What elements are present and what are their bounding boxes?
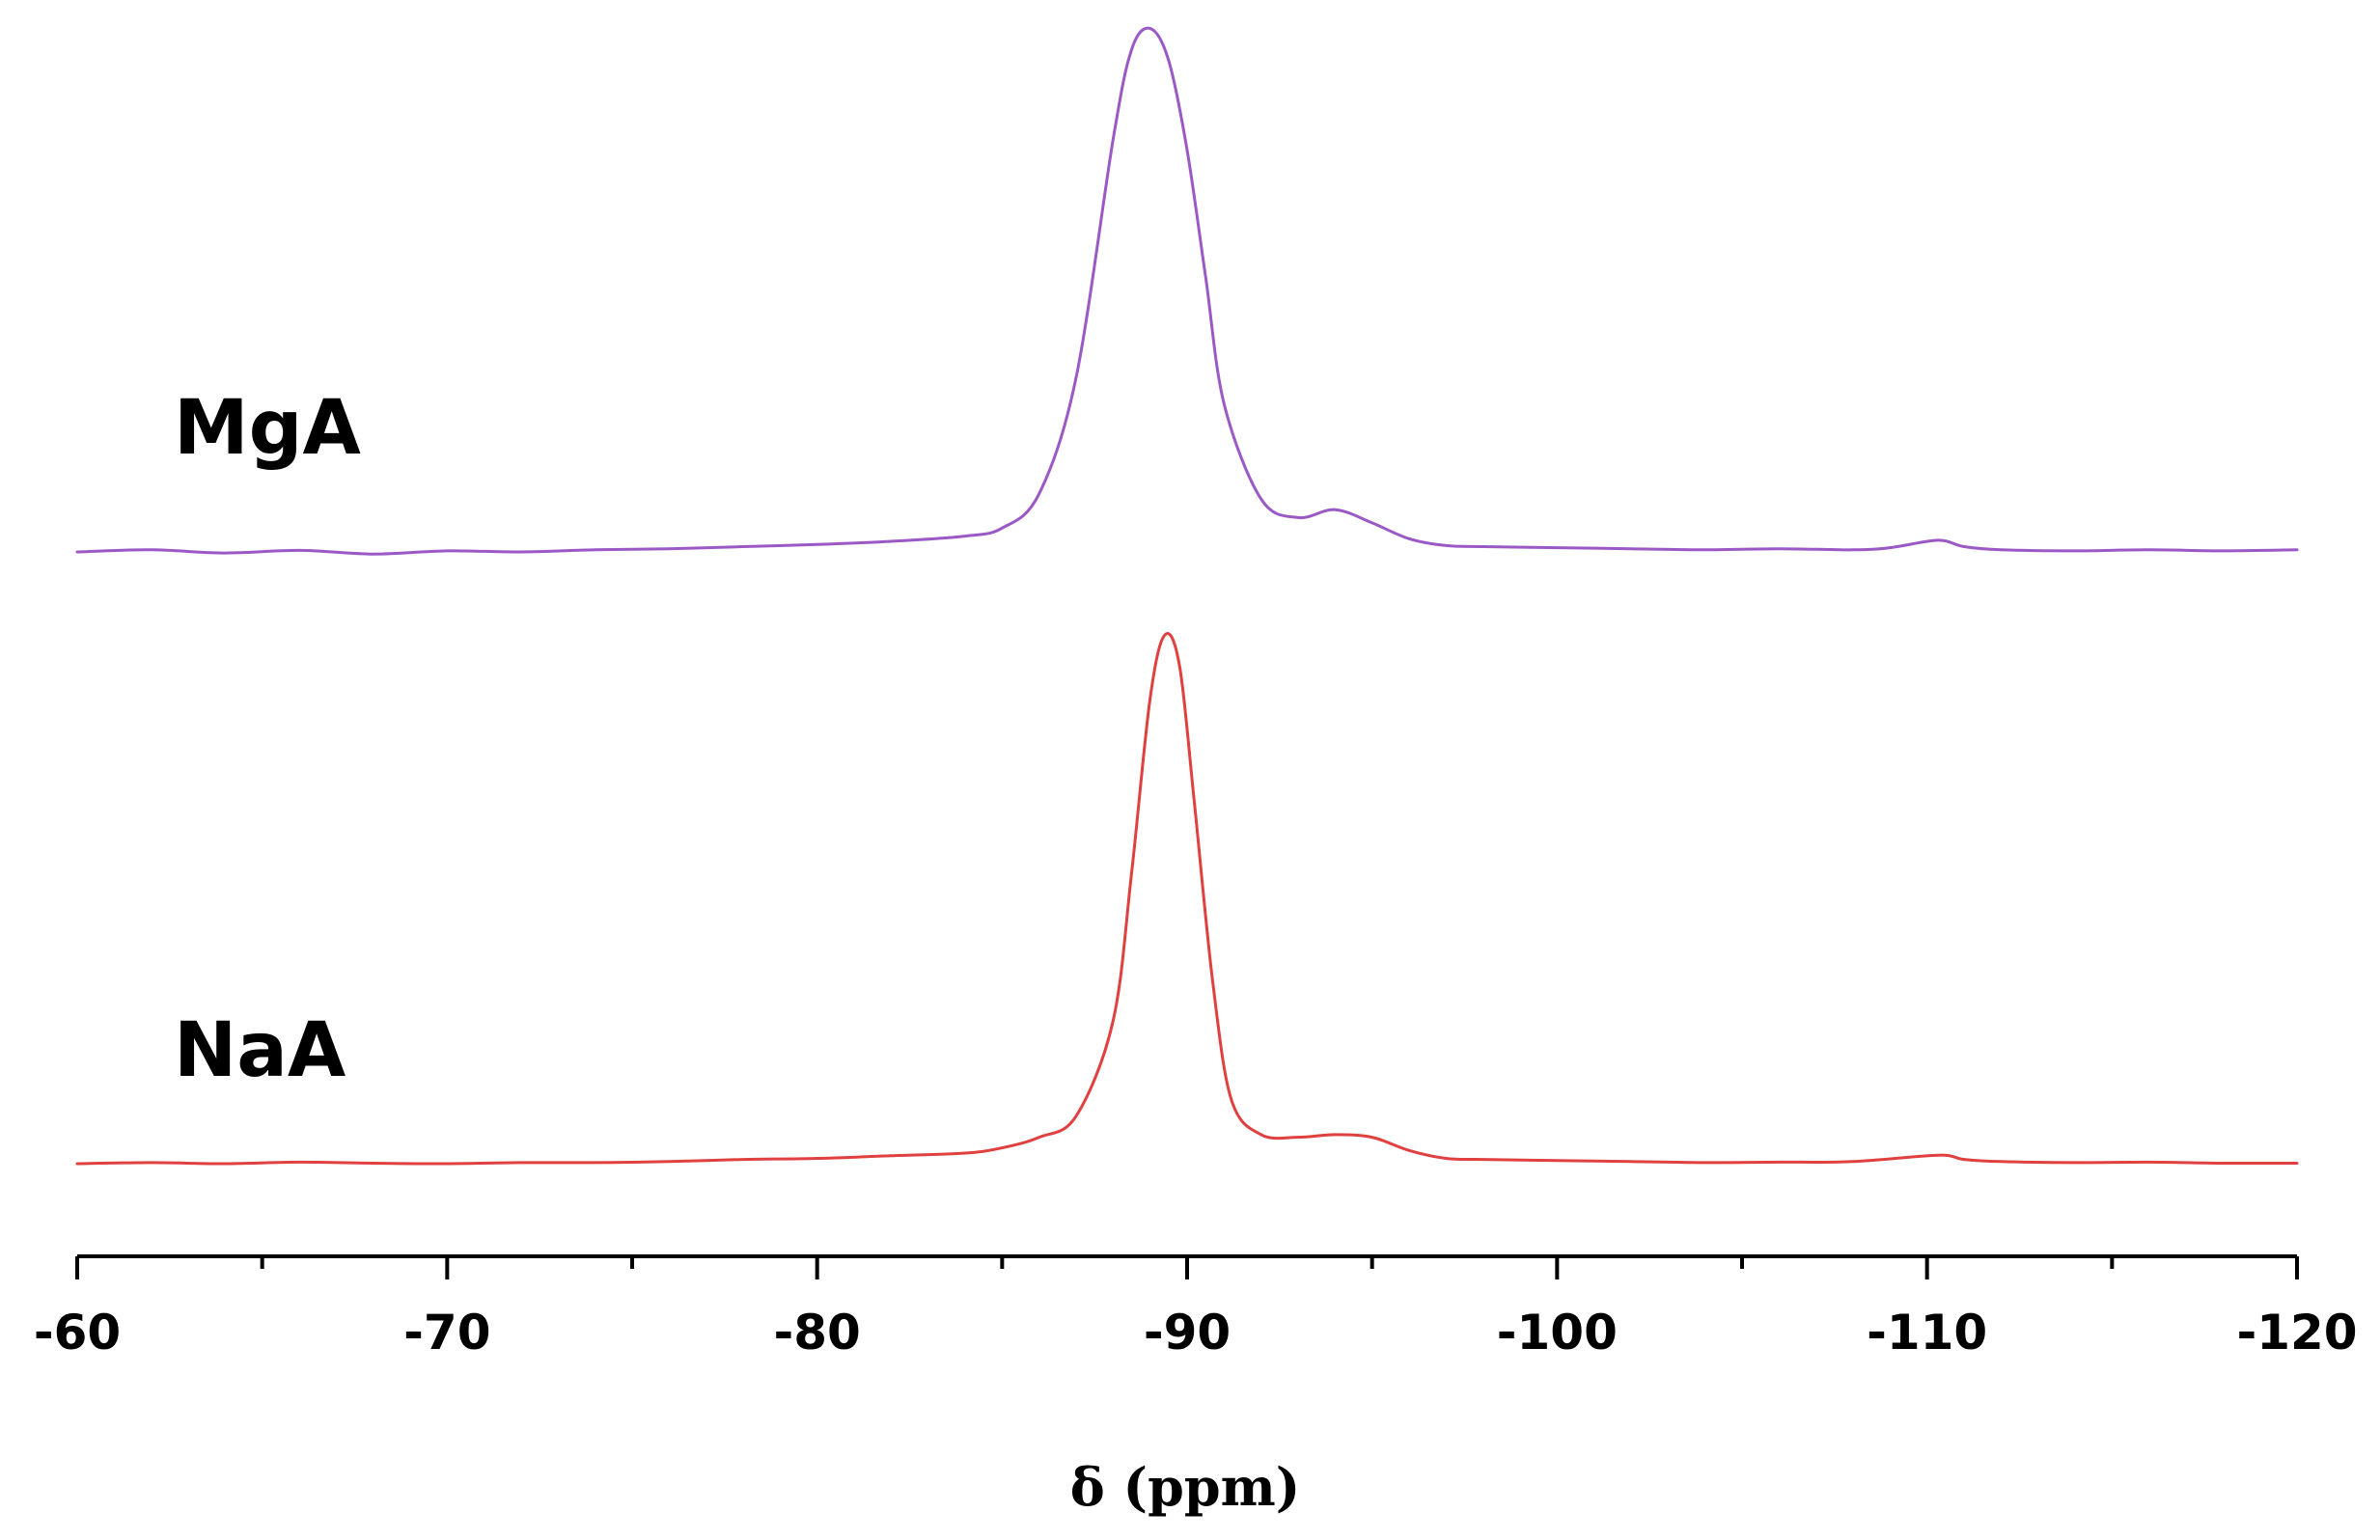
x-axis: -60 -70 -80 -90 -100 -110 -120 [34, 1254, 2358, 1361]
x-tick-label: -120 [2236, 1305, 2357, 1361]
series-label-naa: NaA [174, 1007, 346, 1094]
x-tick-label: -70 [403, 1305, 490, 1361]
series-line-mga [75, 26, 2299, 556]
x-axis-tick-labels: -60 -70 -80 -90 -100 -110 -120 [34, 1305, 2358, 1361]
x-tick-label: -80 [773, 1305, 860, 1361]
x-axis-ticks [75, 1256, 2299, 1279]
x-tick-label: -90 [1144, 1305, 1231, 1361]
x-tick-label: -60 [34, 1305, 121, 1361]
x-axis-title: δ (ppm) [1070, 1456, 1301, 1518]
x-tick-label: -110 [1867, 1305, 1987, 1361]
spectra-layer [75, 26, 2299, 1166]
x-tick-label: -100 [1497, 1305, 1618, 1361]
series-label-mga: MgA [174, 385, 361, 472]
series-line-naa [75, 632, 2299, 1166]
